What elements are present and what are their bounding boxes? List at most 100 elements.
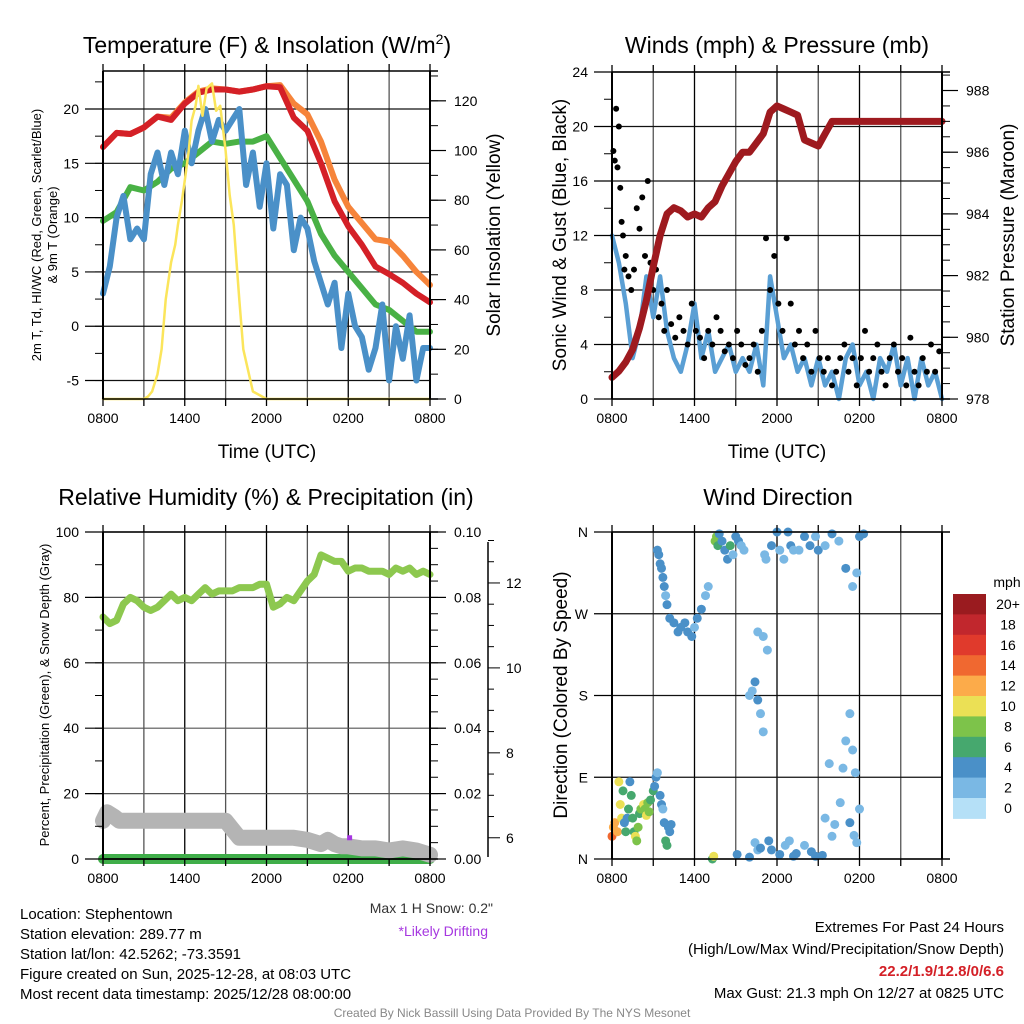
gust-point xyxy=(791,341,798,348)
gust-point xyxy=(907,334,914,341)
direction-point xyxy=(848,745,858,755)
gust-point xyxy=(758,327,765,334)
direction-point xyxy=(824,759,834,769)
direction-point xyxy=(775,545,785,555)
drifting-note: *Likely Drifting xyxy=(398,923,488,939)
gust-point xyxy=(845,368,852,375)
wind-y-label: Sonic Wind & Gust (Blue, Black) xyxy=(550,99,571,371)
gust-point xyxy=(771,252,778,259)
direction-point xyxy=(813,545,823,555)
y2-tick-label: 0.06 xyxy=(454,655,481,671)
direction-point xyxy=(800,840,809,850)
gust-point xyxy=(787,300,794,307)
gust-point xyxy=(767,287,774,293)
legend-swatch xyxy=(953,614,986,636)
wind-direction-chart-title: Wind Direction xyxy=(703,484,853,510)
direction-point xyxy=(745,852,754,862)
y2-tick-label: 0.02 xyxy=(454,786,481,802)
gust-point xyxy=(923,368,930,375)
direction-point xyxy=(621,827,631,837)
gust-point xyxy=(614,164,621,171)
direction-point xyxy=(655,790,665,800)
x-tick-label: 0800 xyxy=(596,410,627,426)
legend-label: 4 xyxy=(1004,759,1012,775)
y2-tick-label: 60 xyxy=(454,242,470,258)
gust-point xyxy=(853,382,860,389)
gust-point xyxy=(655,314,662,321)
gust-point xyxy=(721,348,728,355)
legend-swatch xyxy=(953,757,986,779)
legend-label: 2 xyxy=(1004,780,1012,796)
y2-tick-label: 978 xyxy=(966,391,990,407)
y-tick-label: 20 xyxy=(572,119,588,135)
y2-tick-label: 120 xyxy=(454,93,478,109)
gust-point xyxy=(730,355,736,362)
x-tick-label: 0200 xyxy=(844,870,875,886)
direction-point xyxy=(762,645,772,655)
direction-point xyxy=(756,843,765,853)
legend-swatch xyxy=(953,736,986,758)
gust-point xyxy=(611,157,618,164)
direction-point xyxy=(657,563,666,573)
x-tick-label: 0200 xyxy=(333,410,364,426)
direction-point xyxy=(767,541,776,551)
gust-point xyxy=(882,382,889,389)
direction-point xyxy=(613,827,622,837)
y-tick-label: 40 xyxy=(63,720,79,736)
direction-point xyxy=(845,818,855,828)
gust-point xyxy=(812,327,819,334)
direction-point xyxy=(758,727,768,737)
figure-created-text: Figure created on Sun, 2025-12-28, at 08… xyxy=(20,966,352,983)
direction-point xyxy=(850,768,860,778)
direction-point xyxy=(669,618,679,628)
y2-tick-label: 100 xyxy=(454,143,478,159)
y-tick-label: 0 xyxy=(580,391,588,407)
direction-point xyxy=(838,763,848,773)
legend-label: 0 xyxy=(1004,800,1012,816)
x-tick-label: 1400 xyxy=(169,870,200,886)
gust-point xyxy=(890,341,897,348)
x-tick-label: 0800 xyxy=(414,410,445,426)
direction-point xyxy=(794,545,804,555)
x-tick-label: 2000 xyxy=(761,870,792,886)
series-relative-humidity xyxy=(99,551,434,628)
gust-point xyxy=(615,123,622,130)
legend-swatch xyxy=(953,777,986,799)
direction-point xyxy=(750,677,760,687)
direction-point xyxy=(650,781,660,791)
direction-point xyxy=(628,813,638,823)
gust-point xyxy=(878,368,885,375)
direction-point xyxy=(784,836,794,846)
gust-point xyxy=(915,382,922,389)
gust-point xyxy=(870,355,877,362)
y2-tick-label: 988 xyxy=(966,83,990,99)
gust-point xyxy=(644,178,651,184)
direction-point xyxy=(761,554,771,564)
direction-point xyxy=(614,777,624,787)
direction-point xyxy=(779,554,789,564)
y-tick-label: 10 xyxy=(63,210,79,226)
direction-point xyxy=(739,545,749,555)
x-tick-label: 2000 xyxy=(761,410,792,426)
gust-point xyxy=(621,266,628,273)
direction-point xyxy=(859,529,869,539)
gust-point xyxy=(664,287,670,293)
y2-tick-label: 986 xyxy=(966,144,990,160)
direction-point xyxy=(661,591,671,601)
legend-swatch xyxy=(953,655,986,677)
gust-point xyxy=(800,355,807,362)
legend-swatch xyxy=(953,696,986,717)
direction-point xyxy=(662,840,672,850)
x-tick-label: 1400 xyxy=(679,870,710,886)
gust-point xyxy=(613,105,620,112)
direction-point xyxy=(659,582,669,591)
direction-y-label: Direction (Colored By Speed) xyxy=(551,571,572,818)
gust-point xyxy=(928,341,934,348)
legend-swatch xyxy=(953,594,986,615)
y-tick-label: 24 xyxy=(572,64,588,80)
wind-direction-panel: Wind Direction 0800 1400 2000 0200 0800 N E S W N… xyxy=(551,484,1021,886)
direction-point xyxy=(728,550,738,560)
x-tick-label: 0800 xyxy=(87,870,118,886)
y2-tick-label: 0.04 xyxy=(454,720,481,736)
direction-point xyxy=(852,838,862,848)
